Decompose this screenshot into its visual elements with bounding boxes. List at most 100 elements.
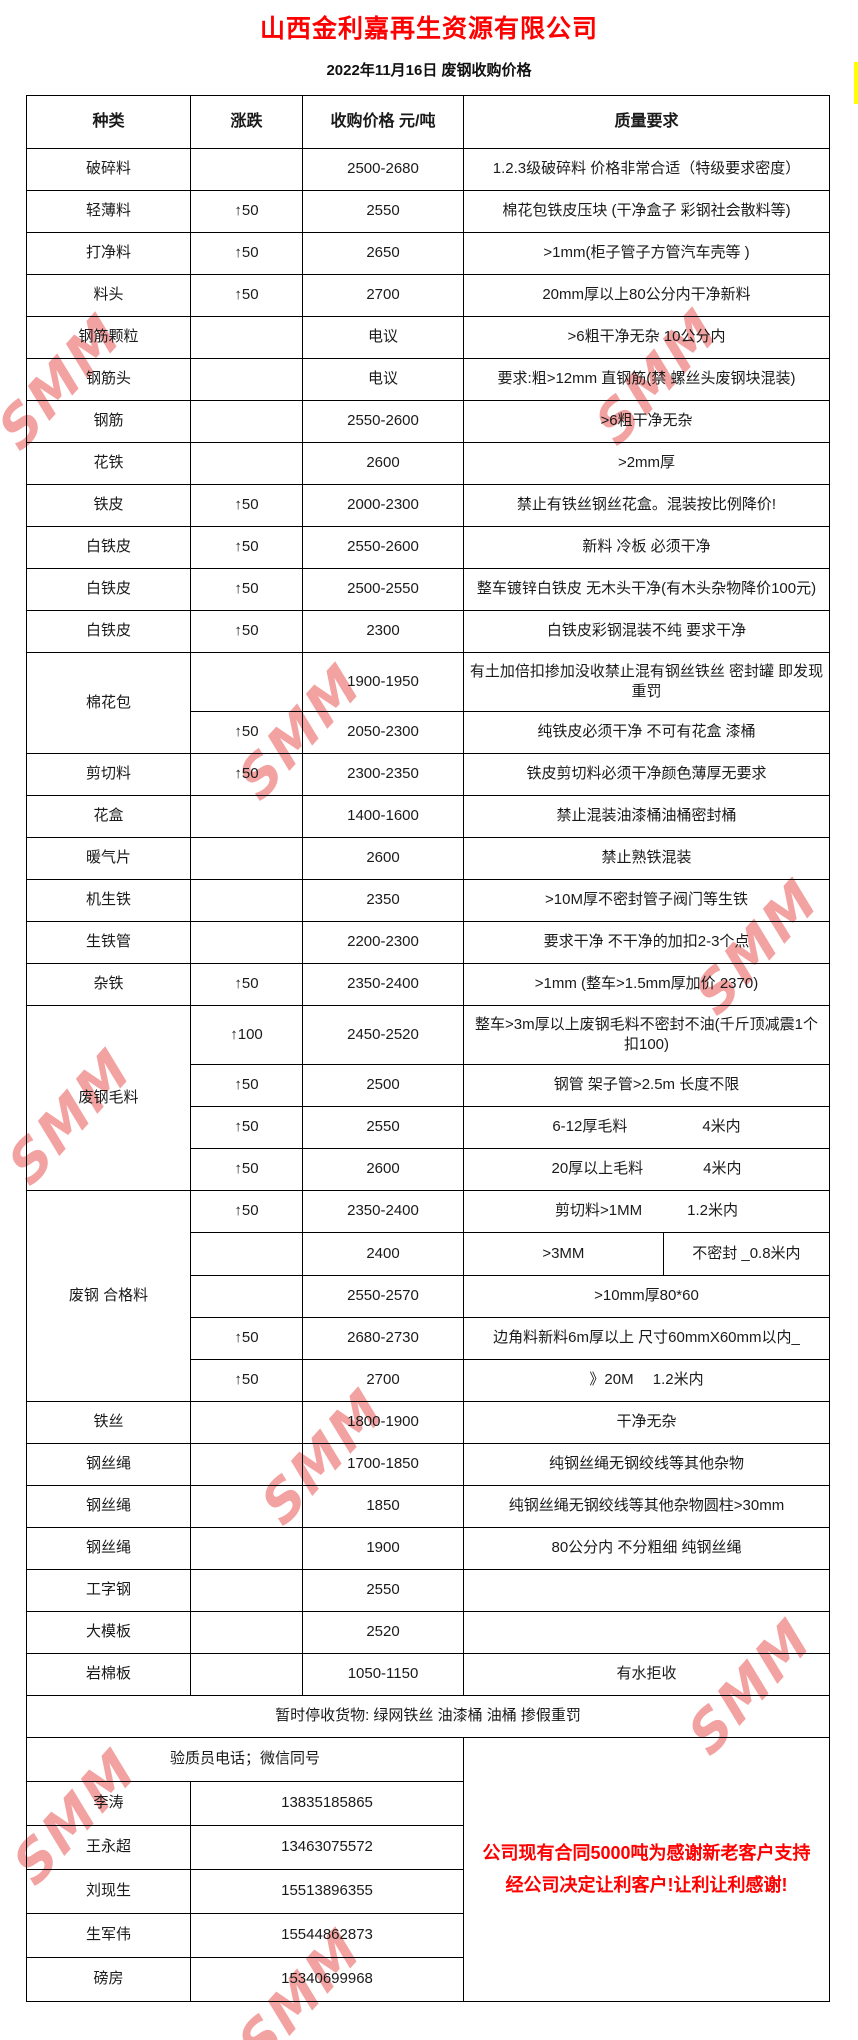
change-cell: ↑50 xyxy=(190,1317,303,1360)
price-cell: 1700-1850 xyxy=(302,1443,464,1486)
quality-cell: 要求干净 不干净的加扣2-3个点 xyxy=(463,921,830,964)
price-cell: 2650 xyxy=(302,232,464,275)
change-cell xyxy=(190,1653,303,1696)
change-cell: ↑50 xyxy=(190,1106,303,1149)
contact-name-cell: 李涛 xyxy=(26,1781,191,1826)
header-price: 收购价格 元/吨 xyxy=(302,95,464,149)
company-title: 山西金利嘉再生资源有限公司 xyxy=(259,15,598,43)
quality-cell: 剪切料>1MM 1.2米内 xyxy=(463,1190,830,1233)
table-row: 钢筋颗粒 电议 >6粗干净无杂 10公分内 xyxy=(26,316,830,359)
table-row: 花铁 2600 >2mm厚 xyxy=(26,442,830,485)
change-cell xyxy=(190,1275,303,1318)
kind-cell: 废钢 合格料 xyxy=(26,1190,191,1402)
quality-cell: 》20M 1.2米内 xyxy=(463,1359,830,1402)
change-cell xyxy=(190,358,303,401)
price-cell: 2520 xyxy=(302,1611,464,1654)
kind-cell: 岩棉板 xyxy=(26,1653,191,1696)
table-row: 2550-2570 >10mm厚80*60 xyxy=(27,1275,830,1318)
table-row: 岩棉板 1050-1150 有水拒收 xyxy=(26,1653,830,1696)
change-cell xyxy=(190,1569,303,1612)
table-row: 机生铁 2350 >10M厚不密封管子阀门等生铁 xyxy=(26,879,830,922)
price-cell: 2700 xyxy=(302,274,464,317)
change-cell xyxy=(190,148,303,191)
table-row: 钢丝绳 1700-1850 纯钢丝绳无钢绞线等其他杂物 xyxy=(26,1443,830,1486)
kind-cell: 花盒 xyxy=(26,795,191,838)
price-cell: 2550 xyxy=(302,1569,464,1612)
price-cell: 2550 xyxy=(302,190,464,233)
kind-cell: 打净料 xyxy=(26,232,191,275)
kind-cell: 机生铁 xyxy=(26,879,191,922)
change-cell: ↑50 xyxy=(190,753,303,796)
quality-cell: >1mm(柜子管子方管汽车壳等 ) xyxy=(463,232,830,275)
table-row: ↑50 2700 》20M 1.2米内 xyxy=(27,1359,830,1402)
contact-phone-cell: 15340699968 xyxy=(190,1957,464,2002)
quality-cell: >6粗干净无杂 10公分内 xyxy=(463,316,830,359)
price-cell: 2450-2520 xyxy=(302,1005,464,1065)
quality-cell: 80公分内 不分粗细 纯钢丝绳 xyxy=(463,1527,830,1570)
kind-cell: 花铁 xyxy=(26,442,191,485)
change-cell: ↑100 xyxy=(190,1005,303,1065)
quality-cell: >10mm厚80*60 xyxy=(463,1275,830,1318)
kind-cell: 白铁皮 xyxy=(26,610,191,653)
price-cell: 2600 xyxy=(302,837,464,880)
kind-cell: 生铁管 xyxy=(26,921,191,964)
quality-cell: 整车>3m厚以上废钢毛料不密封不油(千斤顶减震1个扣100) xyxy=(463,1005,830,1065)
price-cell: 2000-2300 xyxy=(302,484,464,527)
price-cell: 2500 xyxy=(302,1064,464,1107)
price-cell: 2350-2400 xyxy=(302,963,464,1006)
change-cell: ↑50 xyxy=(190,568,303,611)
scrollbar-fragment xyxy=(854,62,858,104)
announcement-cell: 公司现有合同5000吨为感谢新老客户支持 经公司决定让利客户!让利让利感谢! xyxy=(463,1737,830,2002)
price-cell: 2700 xyxy=(302,1359,464,1402)
table-row: 2400 >3MM 不密封 _0.8米内 xyxy=(27,1232,830,1276)
contact-phone-cell: 13463075572 xyxy=(190,1825,464,1870)
change-cell: ↑50 xyxy=(190,1064,303,1107)
quality-cell: 钢管 架子管>2.5m 长度不限 xyxy=(463,1064,830,1107)
change-cell xyxy=(190,442,303,485)
quality-cell: >2mm厚 xyxy=(463,442,830,485)
quality-cell: >6粗干净无杂 xyxy=(463,400,830,443)
change-cell xyxy=(190,1232,303,1276)
contact-name-cell: 王永超 xyxy=(26,1825,191,1870)
price-cell: 2600 xyxy=(302,1148,464,1191)
kind-cell: 棉花包 xyxy=(26,652,191,754)
change-cell xyxy=(190,795,303,838)
quality-cell: 棉花包铁皮压块 (干净盒子 彩钢社会散料等) xyxy=(463,190,830,233)
header-change: 涨跌 xyxy=(190,95,303,149)
notice-row: 暂时停收货物: 绿网铁丝 油漆桶 油桶 掺假重罚 xyxy=(26,1695,830,1738)
price-cell: 2500-2680 xyxy=(302,148,464,191)
kind-cell: 工字钢 xyxy=(26,1569,191,1612)
notice-cell: 暂时停收货物: 绿网铁丝 油漆桶 油桶 掺假重罚 xyxy=(26,1695,830,1738)
table-row: 花盒 1400-1600 禁止混装油漆桶油桶密封桶 xyxy=(26,795,830,838)
price-cell: 1400-1600 xyxy=(302,795,464,838)
change-cell xyxy=(190,921,303,964)
kind-cell: 废钢毛料 xyxy=(26,1005,191,1191)
price-cell: 2350 xyxy=(302,879,464,922)
quality-cell: >10M厚不密封管子阀门等生铁 xyxy=(463,879,830,922)
contact-name-cell: 生军伟 xyxy=(26,1913,191,1958)
change-cell xyxy=(190,316,303,359)
kind-cell: 轻薄料 xyxy=(26,190,191,233)
quality-cell: 纯铁皮必须干净 不可有花盒 漆桶 xyxy=(463,711,830,754)
price-cell: 2600 xyxy=(302,442,464,485)
quality-cell: 1.2.3级破碎料 价格非常合适（特级要求密度） xyxy=(463,148,830,191)
contact-name-cell: 磅房 xyxy=(26,1957,191,2002)
announcement-line: 公司现有合同5000吨为感谢新老客户支持 xyxy=(482,1843,811,1863)
table-row: 轻薄料 ↑50 2550 棉花包铁皮压块 (干净盒子 彩钢社会散料等) xyxy=(26,190,830,233)
price-cell: 1850 xyxy=(302,1485,464,1528)
table-row: 废钢 合格料 ↑50 2350-2400 剪切料>1MM 1.2米内 xyxy=(26,1190,830,1402)
contact-name-cell: 刘现生 xyxy=(26,1869,191,1914)
quality-cell: 有土加倍扣掺加没收禁止混有钢丝铁丝 密封罐 即发现重罚 xyxy=(463,652,830,712)
table-row: ↑50 2600 20厚以上毛料 4米内 xyxy=(27,1148,830,1191)
change-cell: ↑50 xyxy=(190,1359,303,1402)
change-cell: ↑50 xyxy=(190,1148,303,1191)
quality-cell: 有水拒收 xyxy=(463,1653,830,1696)
table-row: 棉花包 1900-1950 有土加倍扣掺加没收禁止混有钢丝铁丝 密封罐 即发现重罚 xyxy=(26,652,830,754)
quality-cell: >3MM 不密封 _0.8米内 xyxy=(463,1232,830,1276)
table-row: 破碎料 2500-2680 1.2.3级破碎料 价格非常合适（特级要求密度） xyxy=(26,148,830,191)
price-cell: 1900-1950 xyxy=(302,652,464,712)
price-cell: 2680-2730 xyxy=(302,1317,464,1360)
price-cell: 1800-1900 xyxy=(302,1401,464,1444)
change-cell xyxy=(190,652,303,712)
price-cell: 1050-1150 xyxy=(302,1653,464,1696)
